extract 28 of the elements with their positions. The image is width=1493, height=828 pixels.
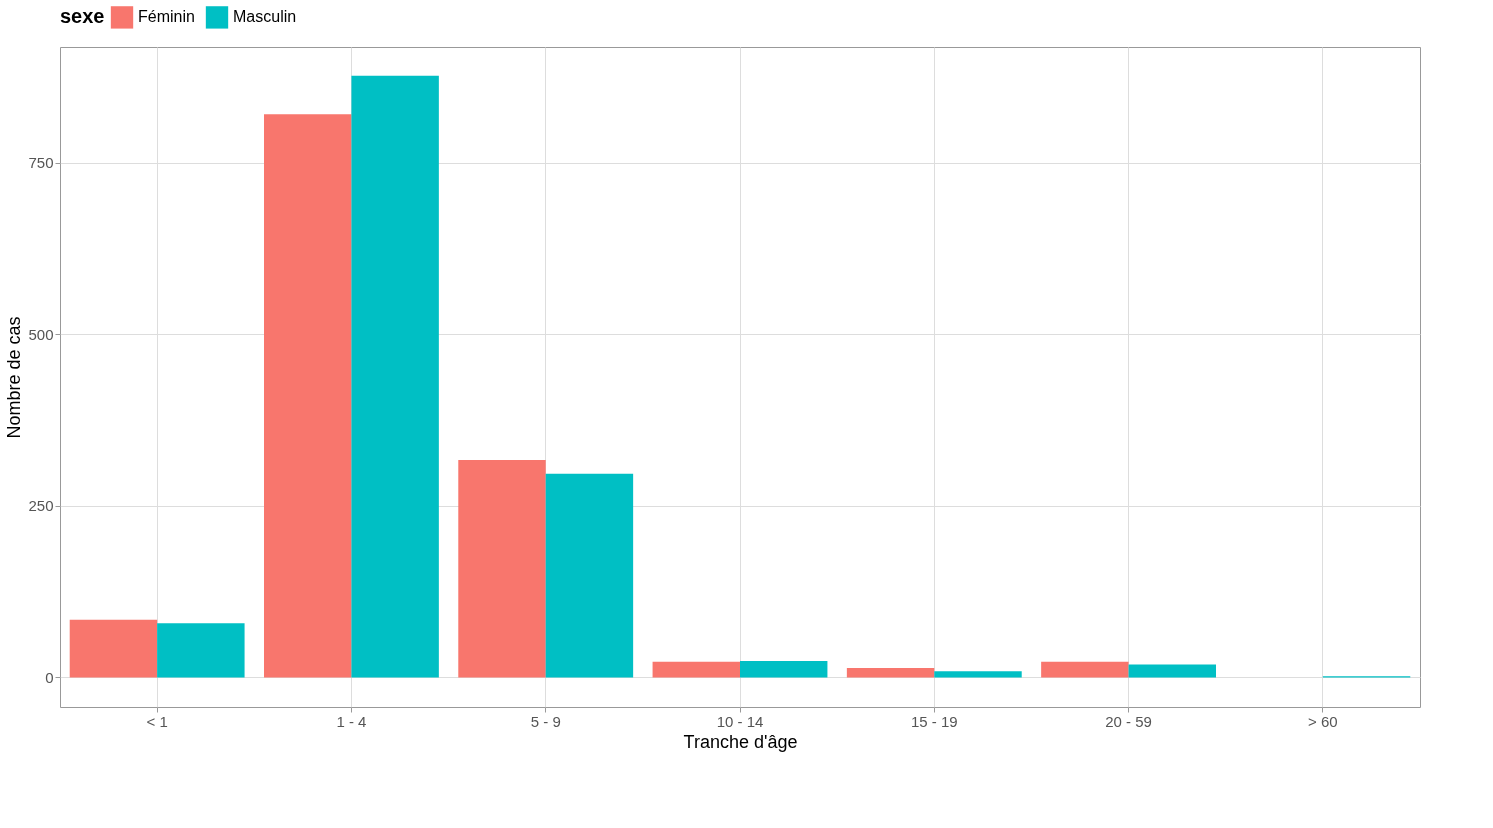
y-tick-label: 250 <box>28 497 54 515</box>
bar <box>545 473 634 678</box>
x-tick-label: 10 - 14 <box>716 712 764 730</box>
x-tick-label: 5 - 9 <box>530 712 561 730</box>
x-tick-label: < 1 <box>146 712 168 730</box>
y-axis-title: Nombre de cas <box>4 316 25 439</box>
bar <box>652 661 740 678</box>
bar <box>1128 664 1216 678</box>
x-axis-title: Tranche d'âge <box>683 731 798 752</box>
x-tick-label: 1 - 4 <box>336 712 367 730</box>
y-tick-label: 750 <box>28 154 54 172</box>
bar <box>157 623 245 678</box>
bar <box>934 671 1022 678</box>
bar <box>351 75 439 678</box>
y-tick-label: 500 <box>28 325 54 343</box>
bar <box>740 661 828 678</box>
legend-label: Féminin <box>138 8 195 26</box>
x-tick-label: 20 - 59 <box>1105 712 1152 730</box>
x-tick-label: > 60 <box>1308 712 1338 730</box>
x-tick-label: 15 - 19 <box>910 712 958 730</box>
bar <box>264 114 352 678</box>
bar <box>846 667 935 678</box>
legend-title: sexe <box>60 5 105 27</box>
y-tick-label: 0 <box>45 669 54 686</box>
bar <box>1041 661 1129 678</box>
bar <box>69 619 158 678</box>
legend-label: Masculin <box>233 8 297 26</box>
bar <box>458 460 546 678</box>
